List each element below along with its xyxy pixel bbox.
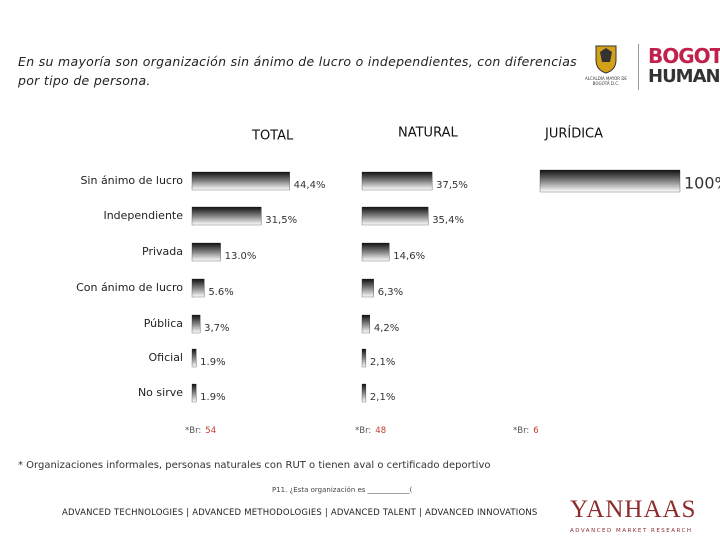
bar [191, 278, 205, 298]
question: P11. ¿Esta organización es ____________( [272, 486, 413, 494]
category-label: Privada [142, 245, 183, 258]
value-label: 4,2% [374, 323, 399, 334]
bar [191, 242, 221, 262]
base-value: 6 [533, 426, 538, 436]
footnote: * Organizaciones informales, personas na… [18, 460, 491, 471]
footer: ADVANCED TECHNOLOGIES | ADVANCED METHODO… [62, 508, 538, 518]
brand-tagline: ADVANCED MARKET RESEARCH [570, 528, 693, 534]
bar [361, 383, 367, 403]
base-label: *Br: 48 [355, 426, 386, 436]
value-label: 2,1% [370, 357, 395, 368]
value-label: 14,6% [393, 251, 425, 262]
base-label: *Br: [355, 426, 371, 436]
value-label: 3,7% [204, 323, 229, 334]
bar [539, 169, 681, 193]
value-label: 6,3% [378, 287, 403, 298]
chart-title: TOTAL [251, 129, 294, 144]
crest-icon [595, 45, 617, 74]
bar [361, 242, 390, 262]
bar [191, 206, 262, 226]
base-label: *Br: [513, 426, 529, 436]
value-label: 2,1% [370, 392, 395, 403]
category-label: Pública [144, 317, 183, 330]
base-label: *Br: 6 [513, 426, 539, 436]
base-value: 48 [375, 426, 386, 436]
value-label: 1.9% [200, 357, 225, 368]
category-label: Con ánimo de lucro [76, 281, 183, 294]
category-label: Independiente [103, 209, 183, 222]
bar [191, 314, 201, 334]
logo-text: HUMANA [648, 66, 720, 87]
value-label: 35,4% [432, 215, 464, 226]
bar [361, 314, 371, 334]
category-label: Oficial [149, 351, 184, 364]
bar [361, 278, 374, 298]
value-label: 5.6% [208, 287, 233, 298]
headline: En su mayoría son organización sin ánimo… [18, 54, 577, 88]
separator [638, 44, 639, 90]
base-label: *Br: [185, 426, 201, 436]
value-label: 100% [684, 174, 720, 193]
value-label: 44,4% [294, 180, 326, 191]
bar [191, 383, 197, 403]
value-label: 1.9% [200, 392, 225, 403]
value-label: 31,5% [265, 215, 297, 226]
bar [361, 348, 367, 368]
base-label: *Br: 54 [185, 426, 216, 436]
value-label: 37,5% [436, 180, 468, 191]
base-value: 54 [205, 426, 216, 436]
bar [361, 206, 429, 226]
chart-title: NATURAL [398, 126, 458, 141]
value-label: 13.0% [225, 251, 257, 262]
bar [361, 171, 433, 191]
brand: YANHAAS [570, 496, 697, 523]
bar [191, 348, 197, 368]
category-label: Sin ánimo de lucro [80, 174, 183, 187]
logo-text: BOGOTÁ [648, 44, 720, 68]
logo-text: ALCALDÍA MAYOR DE BOGOTÁ D.C. [585, 76, 627, 86]
chart-title: JURÍDICA [544, 126, 603, 142]
category-label: No sirve [138, 386, 183, 399]
bar [191, 171, 290, 191]
